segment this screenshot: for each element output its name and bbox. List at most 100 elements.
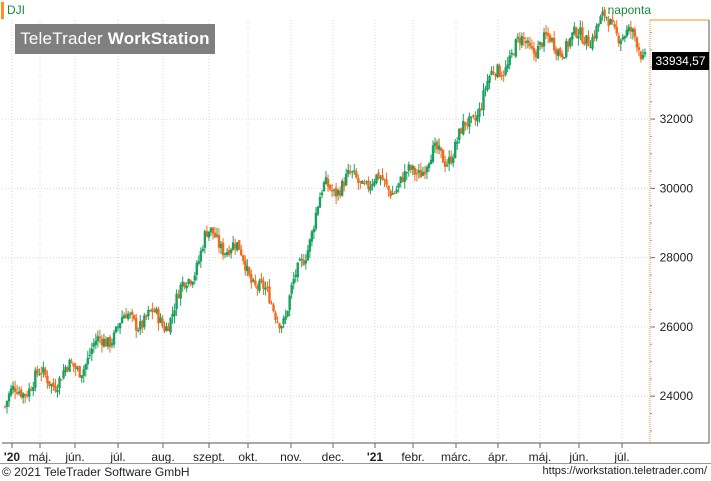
candle-body: [458, 128, 461, 141]
candle-body: [561, 53, 564, 58]
candle-body: [64, 367, 67, 373]
candle-body: [387, 185, 390, 191]
candle-body: [155, 308, 158, 313]
candle-body: [122, 315, 126, 319]
candle-body: [235, 242, 239, 251]
x-tick-label: máj.: [29, 450, 52, 464]
candle-body: [246, 265, 249, 272]
candle-body: [197, 261, 201, 264]
candle-body: [395, 189, 398, 193]
candle-body: [171, 313, 174, 318]
candle-body: [482, 90, 485, 111]
candle-body: [322, 182, 326, 192]
candle-body: [520, 36, 524, 46]
candle-body: [203, 231, 207, 248]
candle-body: [76, 367, 79, 369]
candle-body: [320, 192, 324, 196]
candle-body: [304, 260, 308, 264]
candle-body: [492, 72, 495, 74]
candle-body: [393, 192, 396, 194]
candle-body: [496, 64, 499, 78]
candle-body: [108, 336, 112, 348]
candle-body: [163, 325, 166, 332]
candle-body: [631, 28, 635, 33]
candle-body: [585, 35, 588, 44]
candle-body: [391, 193, 394, 195]
candle-body: [278, 323, 281, 329]
candle-body: [179, 284, 182, 299]
candle-body: [369, 186, 372, 191]
candle-body: [597, 23, 600, 27]
candle-body: [294, 274, 297, 278]
candle-body: [106, 337, 110, 347]
candle-body: [266, 286, 269, 288]
footer-divider: [0, 463, 711, 464]
y-tick-label: 28000: [660, 251, 694, 265]
candle-body: [54, 385, 57, 391]
candle-body: [565, 41, 568, 57]
x-axis-ticks: '20 máj. jún. júl. aug. szept. okt. nov. dec. '21…: [4, 443, 630, 464]
candle-body: [177, 294, 180, 299]
candle-body: [563, 57, 566, 59]
candle-body: [498, 65, 501, 77]
candle-body: [124, 314, 128, 319]
interval-label[interactable]: naponta: [607, 3, 651, 17]
candle-body: [609, 19, 612, 25]
candle-body: [472, 115, 475, 117]
candle-body: [26, 394, 29, 397]
candle-body: [248, 267, 251, 276]
x-tick-label: szept.: [193, 450, 225, 464]
candle-body: [439, 147, 443, 151]
candle-body: [66, 367, 69, 371]
y-axis-ticks: 24000 26000 28000 30000 32000: [650, 31, 694, 432]
symbol-label[interactable]: DJI: [7, 3, 25, 17]
candle-body: [423, 171, 427, 175]
footer-url[interactable]: https://workstation.teletrader.com/: [542, 465, 707, 477]
y-tick-label: 32000: [660, 112, 694, 126]
candle-body: [221, 242, 225, 256]
x-tick-label: márc.: [441, 450, 471, 464]
candle-body: [437, 145, 441, 150]
candle-body: [334, 187, 338, 197]
candle-body: [250, 274, 253, 283]
x-tick-label: febr.: [401, 450, 424, 464]
candle-body: [389, 190, 392, 197]
candle-body: [603, 9, 606, 17]
candle-body: [78, 366, 81, 378]
candle-body: [34, 370, 37, 388]
candle-body: [201, 248, 205, 251]
candle-body: [415, 173, 419, 175]
candle-body: [338, 190, 342, 196]
candle-body: [445, 164, 449, 166]
candle-body: [181, 281, 184, 287]
candle-body: [409, 165, 413, 171]
candle-body: [296, 262, 299, 277]
candle-body: [187, 279, 190, 284]
candle-body: [102, 338, 106, 347]
candle-body: [587, 36, 590, 47]
candle-body: [342, 181, 346, 187]
candle-body: [130, 311, 134, 315]
candle-body: [52, 382, 55, 388]
candle-body: [185, 285, 188, 289]
candle-body: [114, 326, 118, 333]
candle-body: [30, 389, 33, 391]
candle-body: [435, 141, 439, 150]
candle-body: [532, 47, 536, 54]
x-tick-label: júl.: [109, 450, 125, 464]
candle-body: [50, 384, 53, 387]
candle-body: [153, 310, 156, 312]
candle-body: [637, 47, 641, 51]
candle-body: [538, 41, 542, 46]
candle-body: [550, 38, 554, 41]
candle-body: [314, 212, 318, 229]
candle-body: [252, 279, 255, 282]
candle-body: [332, 189, 336, 191]
candle-body: [399, 176, 402, 183]
candle-body: [284, 316, 287, 320]
candle-body: [540, 42, 544, 48]
candle-body: [133, 315, 136, 320]
candle-body: [223, 253, 227, 255]
candle-body: [310, 231, 314, 242]
